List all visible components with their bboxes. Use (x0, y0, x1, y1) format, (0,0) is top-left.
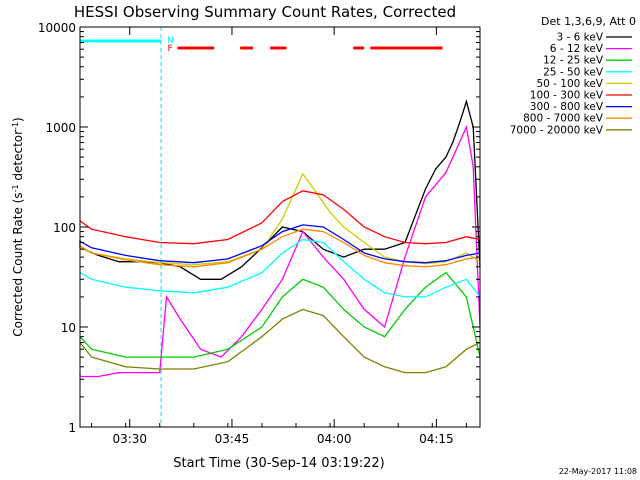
series-1 (79, 124, 481, 378)
chart-title: HESSI Observing Summary Count Rates, Cor… (74, 3, 456, 21)
y-tick-label-2: 100 (53, 221, 76, 235)
legend-label-1: 6 - 12 keV (550, 43, 604, 55)
x-tick-label-1: 03:45 (215, 432, 250, 446)
y-axis-label: Corrected Count Rate (s-1 detector-1) (11, 117, 26, 336)
x-axis: 03:30 03:45 04:00 04:15 (91, 27, 467, 446)
y-axis-label-main: Corrected Count Rate (s (11, 192, 25, 336)
x-tick-label-3: 04:15 (419, 432, 454, 446)
legend-label-2: 12 - 25 keV (543, 55, 604, 67)
legend-label-7: 800 - 7000 keV (523, 113, 604, 125)
x-tick-label-0: 03:30 (112, 432, 147, 446)
x-tick-label-2: 04:00 (317, 432, 352, 446)
y-tick-label-1: 10 (61, 321, 76, 335)
legend-label-4: 50 - 100 keV (536, 78, 603, 90)
legend-label-3: 25 - 50 keV (543, 66, 604, 78)
plot-area: NF (79, 27, 481, 427)
x-axis-label: Start Time (30-Sep-14 03:19:22) (173, 456, 384, 471)
legend-label-6: 300 - 800 keV (530, 101, 604, 113)
legend-label-5: 100 - 300 keV (530, 90, 604, 102)
timestamp: 22-May-2017 11:08 (559, 467, 637, 476)
series-6 (79, 224, 481, 264)
legend-label-0: 3 - 6 keV (556, 32, 603, 44)
legend-label-8: 7000 - 20000 keV (510, 124, 604, 136)
y-axis-label-sup2: -1 (11, 122, 20, 130)
y-tick-label-3: 1000 (45, 121, 76, 135)
y-axis-label-tail: detector (11, 130, 25, 185)
flag-n-label: N (167, 36, 174, 46)
series-8 (79, 308, 481, 374)
series-4 (79, 172, 481, 266)
series-7 (79, 228, 481, 268)
flag-f-label: F (167, 44, 172, 54)
y-axis: 1 10 100 1000 10000 (38, 21, 480, 435)
y-tick-label-0: 1 (68, 421, 76, 435)
series-3 (79, 238, 481, 298)
legend-header: Det 1,3,6,9, Att 0 (541, 15, 636, 28)
y-tick-label-4: 10000 (38, 21, 76, 35)
y-axis-label-end: ) (11, 117, 25, 122)
y-axis-label-sup: -1 (11, 184, 20, 192)
series-5 (79, 190, 481, 245)
series-2 (79, 271, 481, 358)
